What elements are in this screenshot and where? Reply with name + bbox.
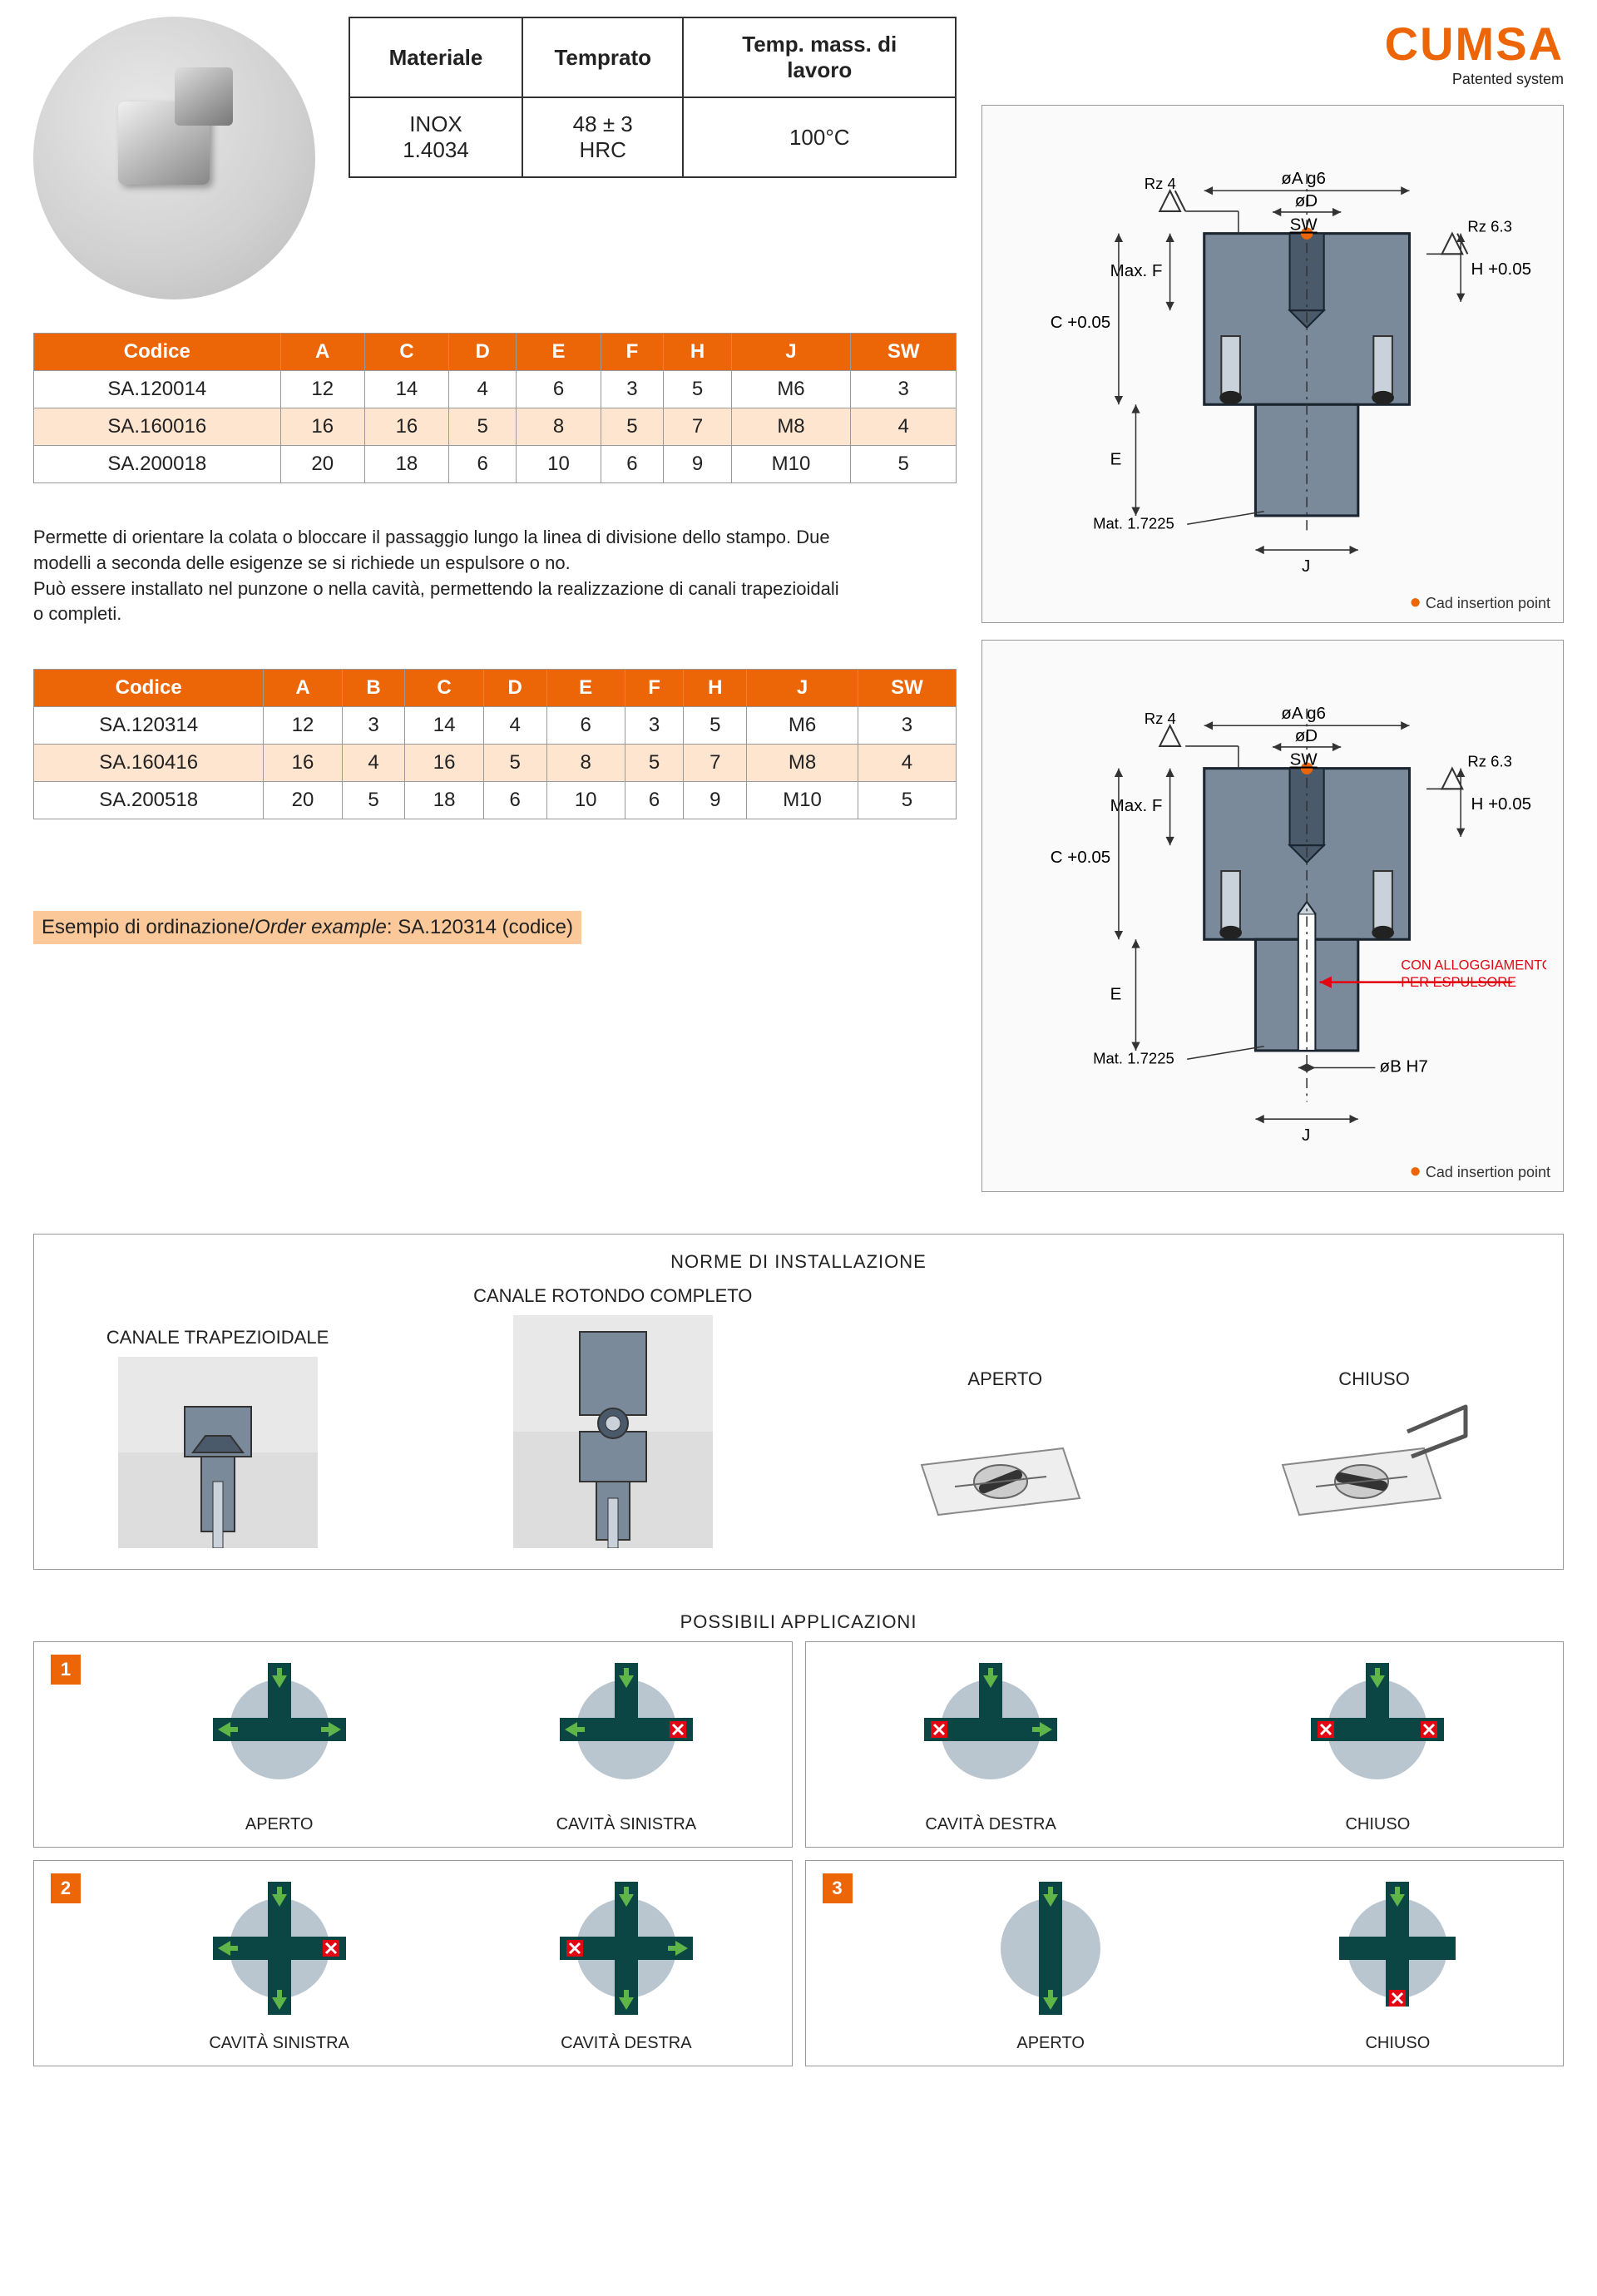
svg-text:H +0.05: H +0.05 xyxy=(1471,794,1532,814)
svg-text:Max. F: Max. F xyxy=(1110,796,1163,815)
dimension-table-1: CodiceACDEFHJSWSA.12001412144635M63SA.16… xyxy=(33,333,957,483)
cad-note: Cad insertion point xyxy=(1426,595,1550,611)
mat-header-1: Temprato xyxy=(522,17,683,97)
brand-logo: CUMSA Patented system xyxy=(981,17,1564,88)
technical-diagram-2: Rz 4 Rz 6.3 øA g6 øD SW Max. F C +0.05 xyxy=(981,640,1564,1192)
installation-panel: NORME DI INSTALLAZIONE CANALE TRAPEZIOID… xyxy=(33,1234,1564,1570)
svg-text:C +0.05: C +0.05 xyxy=(1051,848,1111,867)
svg-text:H +0.05: H +0.05 xyxy=(1471,260,1532,279)
rz4-label: Rz 4 xyxy=(1145,175,1176,192)
svg-text:Mat. 1.7225: Mat. 1.7225 xyxy=(1093,514,1174,532)
mat-header-2: Temp. mass. di lavoro xyxy=(683,17,956,97)
app-number-3: 3 xyxy=(823,1873,853,1903)
mat-cell-0: INOX 1.4034 xyxy=(349,97,522,177)
mat-cell-1: 48 ± 3 HRC xyxy=(522,97,683,177)
svg-text:øA g6: øA g6 xyxy=(1281,169,1326,188)
svg-text:Mat. 1.7225: Mat. 1.7225 xyxy=(1093,1049,1174,1066)
svg-text:PER ESPULSORE: PER ESPULSORE xyxy=(1401,975,1516,990)
app-number-1: 1 xyxy=(51,1655,81,1685)
svg-text:E: E xyxy=(1110,449,1122,468)
mat-header-0: Materiale xyxy=(349,17,522,97)
app-number-2: 2 xyxy=(51,1873,81,1903)
material-table: Materiale Temprato Temp. mass. di lavoro… xyxy=(349,17,957,178)
svg-text:CON ALLOGGIAMENTO: CON ALLOGGIAMENTO xyxy=(1401,957,1546,972)
dimension-table-2: CodiceABCDEFHJSWSA.120314123144635M63SA.… xyxy=(33,669,957,819)
svg-text:SW: SW xyxy=(1290,215,1318,235)
order-example: Esempio di ordinazione/Order example: SA… xyxy=(33,911,581,944)
svg-text:Rz 4: Rz 4 xyxy=(1145,710,1176,727)
svg-text:øB H7: øB H7 xyxy=(1380,1056,1428,1076)
svg-text:Rz 6.3: Rz 6.3 xyxy=(1467,218,1511,235)
applications-panel: POSSIBILI APPLICAZIONI 1 APERTO CAVITÀ S… xyxy=(33,1611,1564,2066)
svg-text:øD: øD xyxy=(1295,191,1318,210)
svg-text:Max. F: Max. F xyxy=(1110,261,1163,280)
svg-text:øA g6: øA g6 xyxy=(1281,704,1326,723)
svg-text:SW: SW xyxy=(1290,750,1318,769)
svg-text:J: J xyxy=(1302,1126,1310,1145)
technical-diagram-1: Rz 4 Rz 6.3 øA g6 øD SW Max. F C +0 xyxy=(981,105,1564,623)
svg-text:J: J xyxy=(1302,557,1310,576)
description-text: Permette di orientare la colata o blocca… xyxy=(33,525,848,627)
svg-text:Rz 6.3: Rz 6.3 xyxy=(1467,752,1511,769)
svg-text:C +0.05: C +0.05 xyxy=(1051,313,1111,332)
svg-text:øD: øD xyxy=(1295,726,1318,745)
mat-cell-2: 100°C xyxy=(683,97,956,177)
svg-text:E: E xyxy=(1110,984,1122,1003)
product-photo xyxy=(33,17,315,299)
